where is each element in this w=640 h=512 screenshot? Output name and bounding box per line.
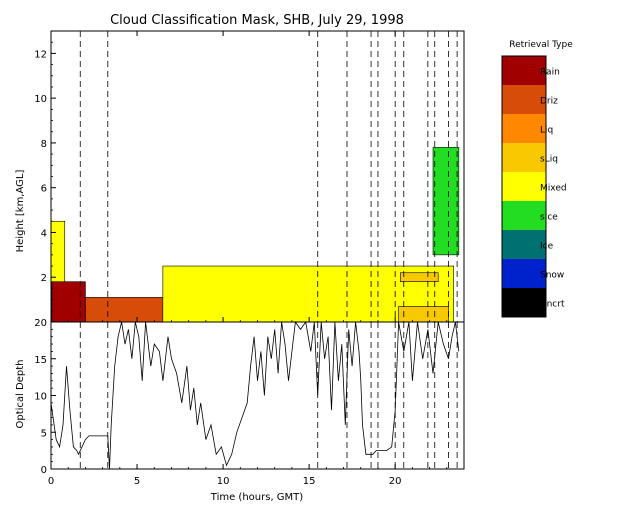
top-y-tick-label-4: 10 <box>34 94 47 105</box>
region-sliq-4 <box>398 306 449 323</box>
x-tick-label-1: 5 <box>134 476 140 487</box>
region-rain-0 <box>51 281 86 323</box>
optical-depth-line <box>50 320 460 470</box>
optical-depth-y-ticks: 0 5 10 15 20 <box>34 318 56 476</box>
optical-depth-y-axis-label: Optical Depth <box>15 360 26 429</box>
bottom-dashed-lines <box>79 322 458 469</box>
legend-label-sice: sIce <box>540 213 558 223</box>
cloud-mask-panel: 2 4 6 8 10 12 Height [km,AGL] <box>15 30 465 323</box>
legend-swatch-rain <box>502 56 546 85</box>
legend-swatch-ice <box>502 230 546 259</box>
bottom-y-tick-label-4: 20 <box>34 318 47 329</box>
region-sice-6 <box>432 147 460 256</box>
region-mixed-2 <box>50 220 66 283</box>
legend-label-uncrt: Uncrt <box>540 300 565 310</box>
x-tick-label-4: 20 <box>389 476 402 487</box>
optical-depth-x-ticks: 0 5 10 15 20 <box>48 464 448 487</box>
legend-swatch-liq <box>502 114 546 143</box>
chart-title: Cloud Classification Mask, SHB, July 29,… <box>110 13 404 28</box>
legend-label-liq: Liq <box>540 126 553 136</box>
legend: Retrieval Type Rain Driz Liq sLiq Mixed sIce I… <box>501 40 573 318</box>
cloud-mask-regions <box>50 147 460 323</box>
bottom-y-tick-label-2: 10 <box>34 392 47 403</box>
region-sliq-5 <box>400 272 439 283</box>
bottom-y-tick-label-3: 15 <box>34 355 47 366</box>
legend-label-driz: Driz <box>540 97 558 107</box>
legend-swatch-driz <box>502 85 546 114</box>
legend-swatch-mixed <box>502 172 546 201</box>
x-axis-label: Time (hours, GMT) <box>210 492 304 503</box>
bottom-y-tick-label-1: 5 <box>41 428 47 439</box>
cloud-mask-y-ticks: 2 4 6 8 10 12 <box>34 41 56 312</box>
top-y-tick-label-5: 12 <box>34 49 47 60</box>
legend-label-rain: Rain <box>540 68 560 78</box>
cloud-mask-y-axis-label: Height [km,AGL] <box>15 170 26 253</box>
x-tick-label-3: 15 <box>303 476 316 487</box>
x-tick-label-2: 10 <box>217 476 230 487</box>
legend-label-snow: Snow <box>540 271 564 281</box>
legend-label-ice: Ice <box>540 242 554 252</box>
bottom-y-tick-label-0: 0 <box>41 465 47 476</box>
top-dashed-lines <box>79 31 458 322</box>
legend-swatch-snow <box>502 259 546 288</box>
top-y-tick-label-2: 6 <box>41 184 47 195</box>
legend-swatch-sliq <box>502 143 546 172</box>
region-driz-1 <box>85 297 164 323</box>
legend-label-sliq: sLiq <box>540 155 558 165</box>
legend-frame <box>501 55 547 318</box>
x-tick-label-0: 0 <box>48 476 54 487</box>
optical-depth-panel: 0 5 10 15 20 0 5 10 15 20 Optical Depth Time (ho… <box>15 318 465 503</box>
legend-label-mixed: Mixed <box>540 184 567 194</box>
top-y-tick-label-0: 2 <box>41 273 47 284</box>
top-y-tick-label-3: 8 <box>41 139 47 150</box>
top-y-tick-label-1: 4 <box>41 228 47 239</box>
legend-swatch-uncrt <box>502 288 546 317</box>
legend-swatch-sice <box>502 201 546 230</box>
legend-title: Retrieval Type <box>509 40 573 50</box>
